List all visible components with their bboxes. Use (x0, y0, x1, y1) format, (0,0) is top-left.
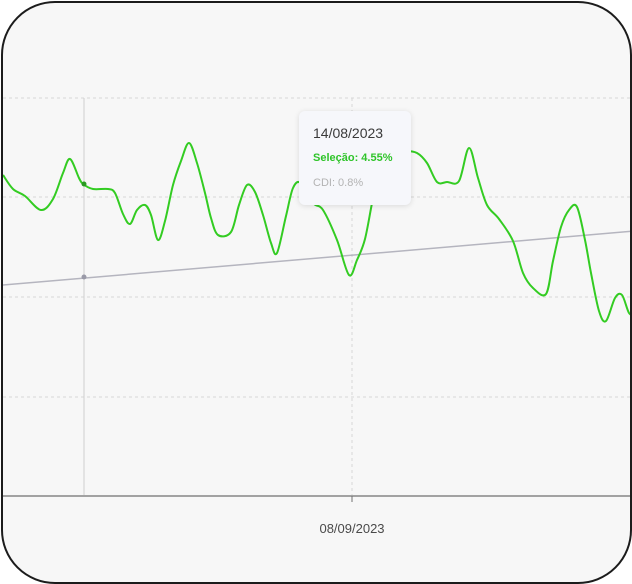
tooltip-date: 14/08/2023 (313, 125, 384, 141)
cdi-series-line (3, 230, 630, 286)
tooltip-selecao-value: Seleção: 4.55% (313, 152, 393, 164)
line-chart (3, 97, 630, 502)
selecao-hover-point (81, 181, 87, 187)
tooltip-cdi-value: CDI: 0.8% (313, 177, 364, 189)
cdi-hover-point (81, 274, 87, 280)
x-tick-label: 08/09/2023 (319, 521, 385, 536)
hover-tooltip: 14/08/2023 Seleção: 4.55% CDI: 0.8% (299, 111, 411, 205)
